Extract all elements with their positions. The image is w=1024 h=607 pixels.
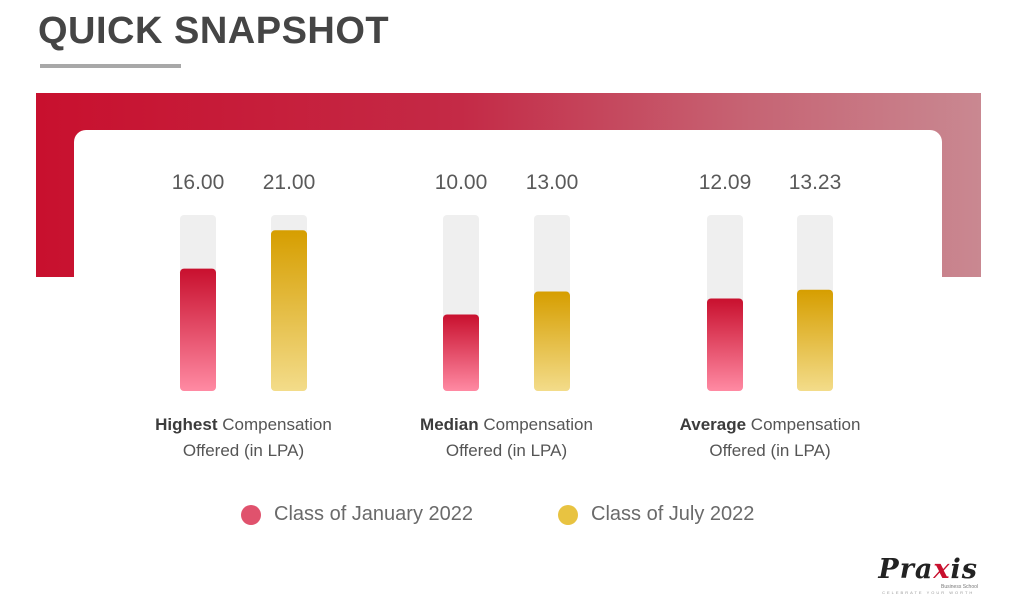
legend-item-july: Class of July 2022 [558,503,754,526]
legend-dot-january [241,504,261,525]
bar-jul-0 [271,230,307,391]
value-label-jan-1: 10.00 [435,171,488,194]
bar-jul-2 [797,289,833,391]
logo-subtitle: Business School [941,584,978,590]
logo-tagline: CELEBRATE YOUR WORTH [882,590,975,595]
value-label-jan-2: 12.09 [699,171,752,194]
value-label-jul-0: 21.00 [263,171,316,194]
category-label-0: Highest Compensation [155,415,332,434]
bar-jan-2 [707,298,743,391]
legend-label-july: Class of July 2022 [591,503,755,525]
bar-jan-1 [443,314,479,391]
bar-jan-0 [180,268,216,391]
legend-dot-july [558,504,578,525]
category-sublabel-1: Offered (in LPA) [446,441,567,460]
bar-jul-1 [534,291,570,391]
category-label-2: Average Compensation [680,415,861,434]
category-label-1: Median Compensation [420,415,593,434]
category-sublabel-0: Offered (in LPA) [183,441,304,460]
value-label-jan-0: 16.00 [172,171,225,194]
category-sublabel-2: Offered (in LPA) [709,441,830,460]
logo-wordmark: Praxis [878,554,978,585]
title-underline [40,64,181,68]
praxis-logo: Praxis Business School CELEBRATE YOUR WO… [878,556,978,596]
value-label-jul-2: 13.23 [789,171,842,194]
value-label-jul-1: 13.00 [526,171,579,194]
legend-item-january: Class of January 2022 [241,503,473,526]
legend-label-january: Class of January 2022 [274,503,474,525]
page-title: QUICK SNAPSHOT [38,10,390,52]
